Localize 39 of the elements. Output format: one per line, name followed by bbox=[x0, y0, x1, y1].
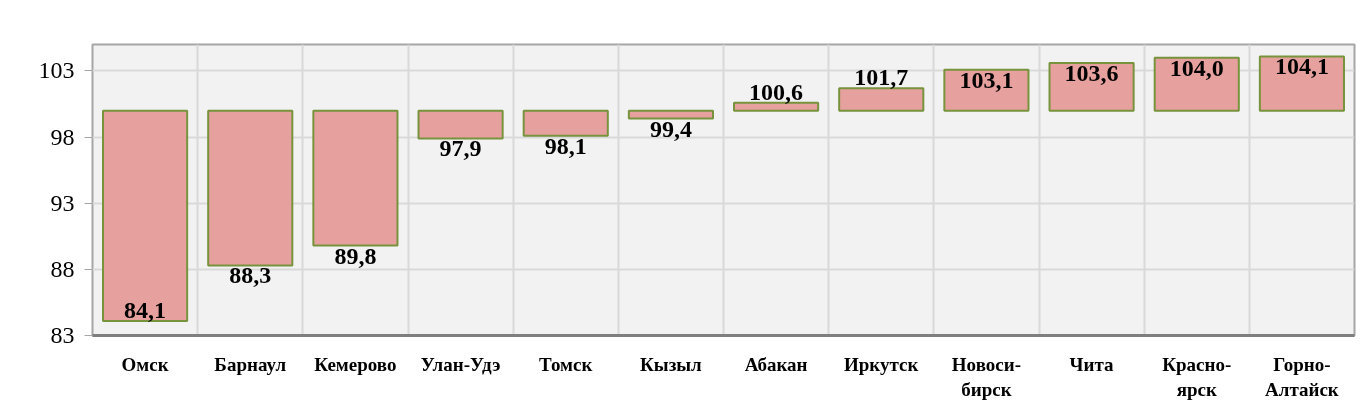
y-tick-label: 103 bbox=[38, 57, 75, 84]
data-label: 99,4 bbox=[649, 115, 692, 142]
data-label: 100,6 bbox=[749, 78, 804, 105]
x-tick-label: Томск bbox=[539, 353, 593, 375]
x-tick-label: Кемерово bbox=[314, 353, 397, 375]
x-tick-label: Барнаул bbox=[214, 353, 287, 375]
x-tick-label: Новоси- бирск bbox=[951, 353, 1021, 400]
bar bbox=[522, 109, 609, 137]
y-tick-label: 98 bbox=[50, 123, 75, 150]
data-label: 88,3 bbox=[229, 262, 272, 289]
data-label: 103,1 bbox=[959, 66, 1014, 93]
x-tick-label: Красно- ярск bbox=[1162, 353, 1232, 400]
bar bbox=[417, 109, 504, 140]
data-label: 103,6 bbox=[1064, 60, 1119, 87]
bar bbox=[838, 87, 925, 112]
data-label: 98,1 bbox=[544, 132, 587, 159]
bar bbox=[627, 109, 714, 120]
x-tick-label: Чита bbox=[1069, 353, 1115, 375]
x-tick-label: Улан-Удэ bbox=[420, 353, 501, 375]
data-label: 104,0 bbox=[1169, 54, 1224, 81]
x-tick-label: Омск bbox=[121, 353, 169, 375]
x-tick-label: Иркутск bbox=[844, 353, 919, 375]
x-tick-label: Абакан bbox=[744, 353, 808, 375]
y-tick-label: 88 bbox=[50, 255, 75, 282]
y-tick-label: 83 bbox=[50, 322, 75, 348]
bar bbox=[1153, 56, 1240, 112]
bar bbox=[102, 109, 189, 322]
bar bbox=[1048, 62, 1135, 112]
data-label: 101,7 bbox=[854, 64, 909, 91]
data-label: 97,9 bbox=[439, 135, 482, 162]
data-label: 104,1 bbox=[1274, 53, 1329, 80]
bar bbox=[207, 109, 294, 267]
data-label: 89,8 bbox=[334, 242, 377, 269]
bar bbox=[1258, 55, 1345, 112]
x-tick-label: Горно- Алтайск bbox=[1265, 353, 1339, 400]
bar bbox=[312, 109, 399, 247]
y-tick-label: 93 bbox=[50, 189, 75, 216]
data-label: 84,1 bbox=[124, 296, 167, 323]
x-tick-label: Кызыл bbox=[640, 353, 703, 375]
